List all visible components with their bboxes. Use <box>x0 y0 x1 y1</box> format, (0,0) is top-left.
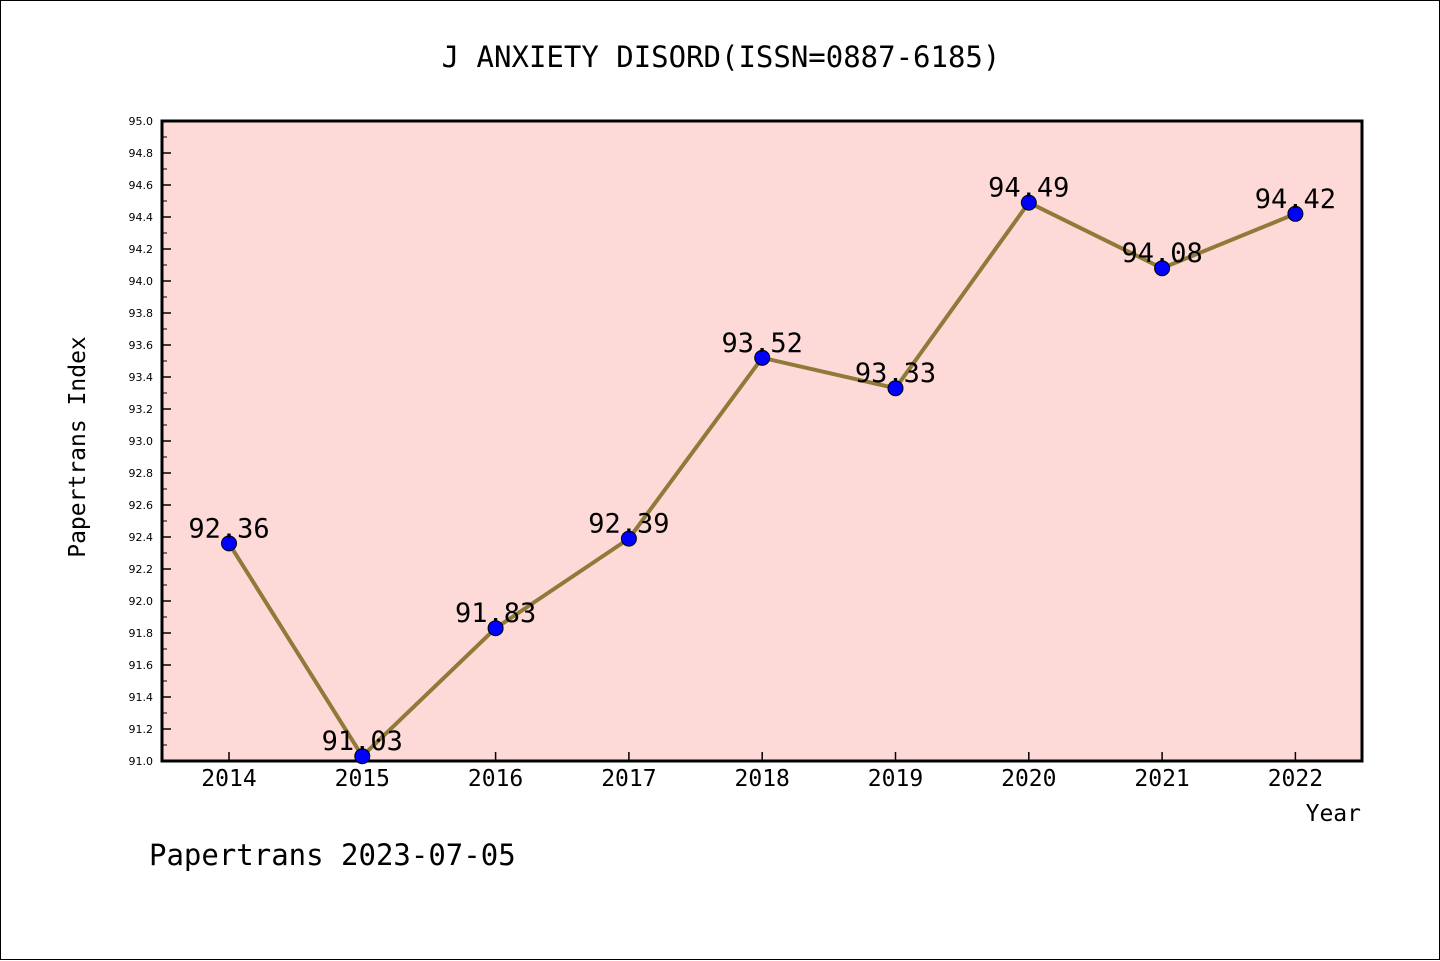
y-tick-label: 91.0 <box>129 755 154 768</box>
y-tick-label: 93.4 <box>129 371 154 384</box>
data-point <box>887 380 904 397</box>
x-tick-label: 2016 <box>468 766 523 792</box>
y-tick-label: 94.2 <box>129 243 154 256</box>
x-axis: 2014 2015 2016 2017 2018 2019 2020 2021 2022 <box>201 752 1323 792</box>
data-label: 92.36 <box>188 513 269 544</box>
x-tick-label: 2015 <box>335 766 390 792</box>
data-point <box>1287 205 1304 222</box>
x-tick-label: 2018 <box>735 766 790 792</box>
y-tick-label: 91.4 <box>129 691 154 704</box>
y-tick-label: 92.4 <box>129 531 154 544</box>
y-tick-label: 94.8 <box>129 147 154 160</box>
x-tick-label: 2020 <box>1001 766 1056 792</box>
x-tick-label: 2017 <box>601 766 656 792</box>
data-point <box>620 530 637 547</box>
y-tick-label: 92.8 <box>129 467 154 480</box>
y-tick-label: 93.8 <box>129 307 154 320</box>
y-tick-label: 95.0 <box>129 115 154 128</box>
x-tick-label: 2019 <box>868 766 923 792</box>
x-tick-label: 2022 <box>1268 766 1323 792</box>
y-tick-label: 93.0 <box>129 435 154 448</box>
data-point <box>221 535 237 552</box>
data-point <box>354 748 371 765</box>
y-tick-label: 94.6 <box>129 179 154 192</box>
y-tick-label: 92.0 <box>129 595 154 608</box>
footer-note: Papertrans 2023-07-05 <box>149 838 516 872</box>
series-layer: 92.36 91.03 91.83 92.39 93.52 93.33 94.49 94.08… <box>188 173 1336 765</box>
data-label: 91.03 <box>322 726 403 757</box>
y-tick-label: 92.6 <box>129 499 154 512</box>
data-label: 93.33 <box>855 358 936 389</box>
y-tick-label: 93.2 <box>129 403 154 416</box>
data-label: 94.08 <box>1121 238 1202 269</box>
data-point <box>1154 260 1171 277</box>
data-label: 92.39 <box>588 509 669 540</box>
data-point <box>487 620 504 637</box>
x-tick-label: 2021 <box>1134 766 1189 792</box>
data-label: 91.83 <box>455 598 536 629</box>
data-point <box>754 349 771 366</box>
data-point <box>1020 194 1037 211</box>
y-tick-label: 91.6 <box>129 659 154 672</box>
y-axis: 91.0 91.2 91.4 91.6 91.8 92.0 92.2 92.4 92.6 92.8… <box>129 115 171 768</box>
y-tick-label: 94.0 <box>129 275 154 288</box>
y-tick-label: 91.2 <box>129 723 154 736</box>
y-axis-label: Papertrans Index <box>65 336 91 558</box>
data-label: 93.52 <box>722 328 803 359</box>
chart-title: J ANXIETY DISORD(ISSN=0887-6185) <box>442 40 1001 74</box>
y-tick-label: 93.6 <box>129 339 154 352</box>
data-label: 94.49 <box>988 173 1069 204</box>
x-tick-label: 2014 <box>201 766 256 792</box>
y-tick-label: 91.8 <box>129 627 154 640</box>
plot-area <box>160 119 1364 763</box>
y-tick-label: 94.4 <box>129 211 154 224</box>
data-label: 94.42 <box>1255 184 1336 215</box>
y-tick-label: 92.2 <box>129 563 154 576</box>
x-axis-label: Year <box>1306 801 1361 827</box>
